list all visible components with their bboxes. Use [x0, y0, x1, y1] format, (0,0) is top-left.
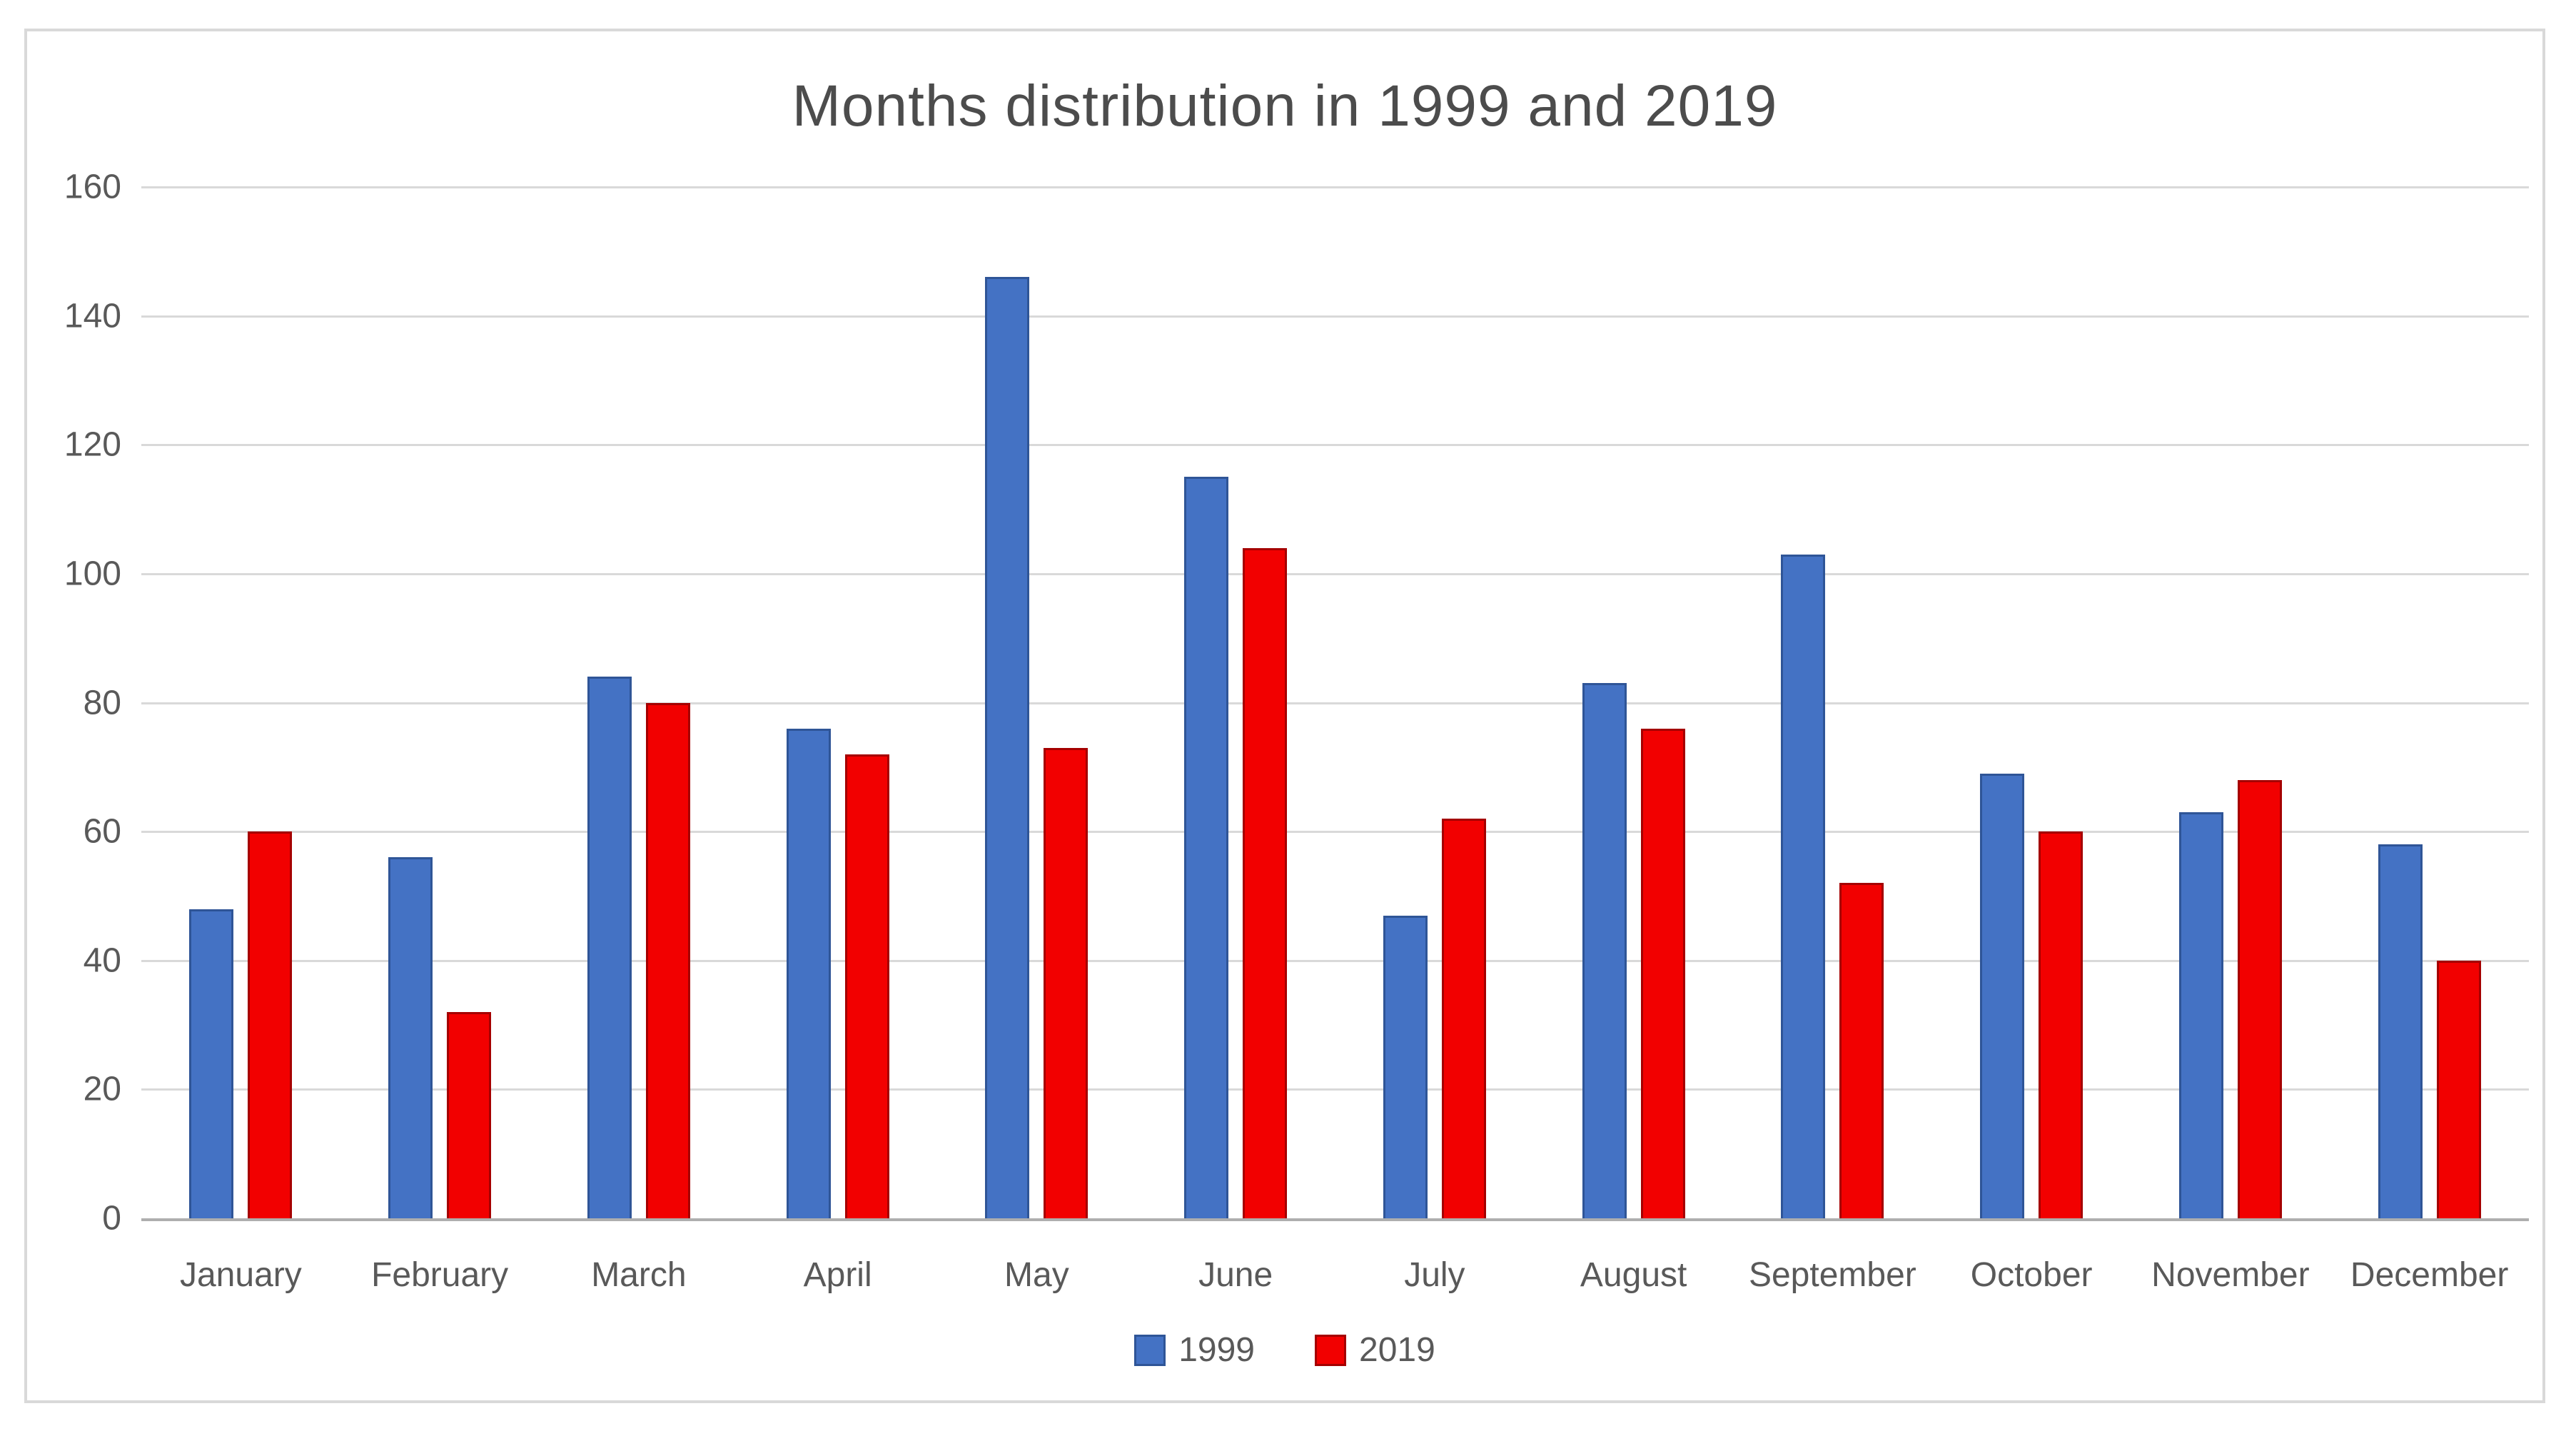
- bar-2019-february: [447, 1012, 492, 1218]
- bar-1999-october: [1980, 773, 2025, 1218]
- legend-label-2019: 2019: [1359, 1331, 1435, 1369]
- x-tick-label-june: June: [1198, 1256, 1273, 1294]
- bar-2019-march: [645, 702, 690, 1218]
- gridline-120: [141, 444, 2529, 447]
- gridline-40: [141, 959, 2529, 962]
- y-tick-label-120: 120: [64, 425, 121, 464]
- gridline-100: [141, 572, 2529, 575]
- bar-group-january: [141, 187, 340, 1218]
- legend-item-2019: 2019: [1315, 1330, 1435, 1370]
- legend-swatch-2019: [1315, 1334, 1346, 1366]
- x-tick-label-may: May: [1004, 1256, 1069, 1294]
- bar-group-june: [1136, 187, 1335, 1218]
- legend-item-1999: 1999: [1134, 1330, 1255, 1370]
- gridline-80: [141, 702, 2529, 704]
- gridline-60: [141, 831, 2529, 834]
- bar-1999-june: [1184, 477, 1229, 1218]
- x-tick-label-october: October: [1970, 1256, 2093, 1294]
- gridline-140: [141, 315, 2529, 318]
- bar-1999-july: [1383, 915, 1428, 1218]
- bar-1999-february: [388, 857, 433, 1218]
- x-axis-line: [141, 1218, 2529, 1221]
- bar-1999-august: [1582, 683, 1627, 1218]
- bar-2019-november: [2237, 779, 2282, 1218]
- y-tick-label-0: 0: [102, 1199, 121, 1238]
- y-tick-label-140: 140: [64, 297, 121, 335]
- bar-group-october: [1932, 187, 2131, 1218]
- bar-1999-march: [587, 677, 632, 1218]
- chart-frame: Months distribution in 1999 and 2019 0 20…: [24, 29, 2545, 1403]
- y-tick-label-60: 60: [83, 812, 121, 851]
- y-tick-label-40: 40: [83, 941, 121, 980]
- y-tick-label-20: 20: [83, 1070, 121, 1108]
- x-tick-label-july: July: [1404, 1256, 1465, 1294]
- bar-2019-august: [1640, 728, 1685, 1218]
- x-tick-label-january: January: [179, 1256, 302, 1294]
- y-tick-label-80: 80: [83, 684, 121, 722]
- bar-group-august: [1534, 187, 1733, 1218]
- legend: 1999 2019: [27, 1330, 2542, 1370]
- bar-1999-december: [2378, 844, 2423, 1218]
- x-tick-label-december: December: [2350, 1256, 2509, 1294]
- bar-2019-december: [2436, 960, 2481, 1218]
- y-tick-label-160: 160: [64, 168, 121, 206]
- bar-2019-may: [1044, 747, 1089, 1218]
- plot-area: [141, 186, 2529, 1221]
- legend-swatch-1999: [1134, 1334, 1166, 1366]
- x-tick-label-march: March: [591, 1256, 687, 1294]
- x-tick-label-february: February: [371, 1256, 509, 1294]
- bar-2019-july: [1441, 819, 1486, 1218]
- x-tick-label-august: August: [1580, 1256, 1687, 1294]
- bar-group-march: [540, 187, 739, 1218]
- bar-group-february: [340, 187, 540, 1218]
- bar-group-november: [2131, 187, 2330, 1218]
- x-tick-label-november: November: [2151, 1256, 2310, 1294]
- x-tick-label-april: April: [803, 1256, 872, 1294]
- bar-2019-october: [2039, 831, 2083, 1218]
- bar-1999-january: [189, 909, 234, 1218]
- bar-1999-september: [1781, 554, 1826, 1218]
- bar-group-april: [738, 187, 937, 1218]
- bar-group-december: [2330, 187, 2529, 1218]
- bar-group-september: [1733, 187, 1932, 1218]
- bar-group-may: [937, 187, 1136, 1218]
- y-tick-label-100: 100: [64, 555, 121, 593]
- x-tick-label-september: September: [1748, 1256, 1916, 1294]
- chart-title: Months distribution in 1999 and 2019: [792, 74, 1778, 138]
- bar-2019-june: [1243, 547, 1288, 1218]
- bar-2019-september: [1839, 883, 1884, 1218]
- bar-1999-may: [985, 277, 1030, 1218]
- bar-group-july: [1335, 187, 1535, 1218]
- bar-1999-november: [2178, 812, 2223, 1218]
- gridline-160: [141, 186, 2529, 188]
- legend-label-1999: 1999: [1178, 1331, 1255, 1369]
- bar-1999-april: [786, 728, 831, 1218]
- bar-2019-january: [248, 831, 293, 1218]
- gridline-20: [141, 1088, 2529, 1091]
- bar-2019-april: [844, 754, 889, 1218]
